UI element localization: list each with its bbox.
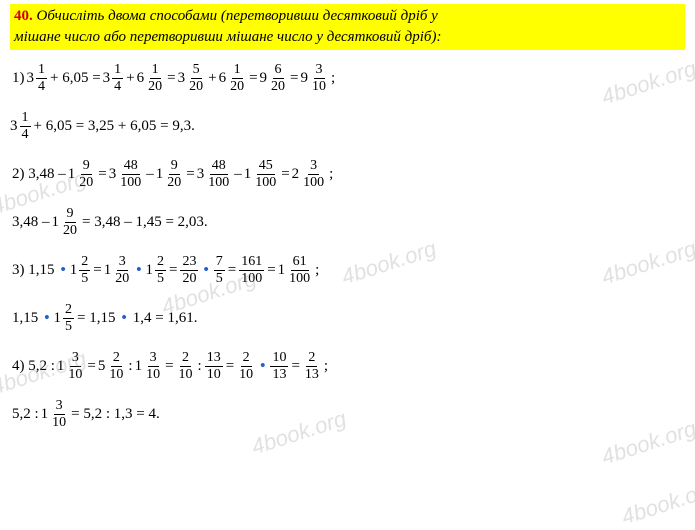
dot-icon: • xyxy=(132,263,145,278)
mixed: 1310 xyxy=(41,399,70,430)
mixed: 6120 xyxy=(137,63,166,94)
end: ; xyxy=(322,359,330,374)
fraction: 213 xyxy=(303,351,321,382)
dot-icon: • xyxy=(57,263,70,278)
exercise-header: 40. Обчисліть двома способами (перетвори… xyxy=(10,4,685,50)
rest: = 3,48 – 1,45 = 2,03. xyxy=(80,215,210,230)
prefix: 4) 5,2 : xyxy=(10,359,57,374)
prefix: 3,48 – xyxy=(10,215,52,230)
math-line-3: 2) 3,48 – 1920 = 348100 – 1920 = 348100 … xyxy=(10,152,685,196)
op: = xyxy=(96,167,108,182)
watermark: 4book.org xyxy=(618,476,695,530)
math-line-4: 3,48 – 1920 = 3,48 – 1,45 = 2,03. xyxy=(10,200,685,244)
prefix: 1,15 xyxy=(10,311,40,326)
math-line-6: 1,15 • 125 = 1,15 • 1,4 = 1,61. xyxy=(10,296,685,340)
op: = xyxy=(288,71,300,86)
mixed: 1310 xyxy=(57,351,86,382)
fraction: 210 xyxy=(177,351,195,382)
end: ; xyxy=(313,263,321,278)
op: = xyxy=(226,263,238,278)
end: ; xyxy=(327,167,335,182)
mixed: 1920 xyxy=(156,159,185,190)
prefix: 2) 3,48 – xyxy=(10,167,68,182)
mixed: 125 xyxy=(70,255,92,286)
op: = xyxy=(91,263,103,278)
mixed: 125 xyxy=(54,303,76,334)
mixed: 314 xyxy=(27,63,49,94)
fraction: 2320 xyxy=(180,255,198,286)
dot-icon: • xyxy=(40,311,53,326)
mixed: 348100 xyxy=(197,159,233,190)
rest: = 5,2 : 1,3 = 4. xyxy=(69,407,162,422)
mid: = 1,15 xyxy=(75,311,117,326)
dot-icon: • xyxy=(117,311,130,326)
mixed: 1920 xyxy=(52,207,81,238)
op: = xyxy=(265,263,277,278)
mixed: 145100 xyxy=(244,159,280,190)
op: : xyxy=(126,359,134,374)
mixed: 125 xyxy=(146,255,168,286)
fraction: 1310 xyxy=(205,351,223,382)
op: = xyxy=(224,359,236,374)
mixed: 6120 xyxy=(219,63,248,94)
op: + xyxy=(206,71,218,86)
op: + xyxy=(124,71,136,86)
math-line-1: 1) 314 + 6,05 = 314 + 6120 = 3520 + 6120… xyxy=(10,56,685,100)
end: ; xyxy=(329,71,337,86)
op: – xyxy=(232,167,244,182)
op: = xyxy=(163,359,175,374)
fraction: 210 xyxy=(237,351,255,382)
mixed: 1310 xyxy=(135,351,164,382)
mixed: 161100 xyxy=(278,255,314,286)
op: = xyxy=(247,71,259,86)
prefix: 3) 1,15 xyxy=(10,263,57,278)
op: = xyxy=(184,167,196,182)
mixed: 1920 xyxy=(68,159,97,190)
op: = xyxy=(279,167,291,182)
dot-icon: • xyxy=(256,359,269,374)
fraction: 161100 xyxy=(239,255,264,286)
fraction: 1013 xyxy=(270,351,288,382)
mixed: 5210 xyxy=(98,351,127,382)
prefix: 5,2 : xyxy=(10,407,41,422)
op: = xyxy=(289,359,301,374)
mixed: 23100 xyxy=(292,159,328,190)
mixed: 314 xyxy=(103,63,125,94)
exercise-number: 40. xyxy=(14,8,33,24)
op: : xyxy=(196,359,204,374)
math-line-2: 314 + 6,05 = 3,25 + 6,05 = 9,3. xyxy=(10,104,685,148)
op: + 6,05 = xyxy=(48,71,103,86)
op: = xyxy=(167,263,179,278)
mixed: 9310 xyxy=(301,63,330,94)
prefix: 1) xyxy=(10,71,27,86)
op: = xyxy=(165,71,177,86)
mixed: 314 xyxy=(10,111,32,142)
rest: 1,4 = 1,61. xyxy=(131,311,200,326)
mixed: 3520 xyxy=(178,63,207,94)
mixed: 1320 xyxy=(104,255,133,286)
math-line-5: 3) 1,15 • 125 = 1320 • 125 = 2320 • 75 =… xyxy=(10,248,685,292)
op: – xyxy=(144,167,156,182)
header-text-2: мішане число або перетворивши мішане чис… xyxy=(14,29,441,45)
math-line-7: 4) 5,2 : 1310 = 5210 : 1310 = 210 : 1310… xyxy=(10,344,685,388)
header-text-1: Обчисліть двома способами (перетворивши … xyxy=(37,8,438,24)
op: = xyxy=(85,359,97,374)
dot-icon: • xyxy=(199,263,212,278)
math-line-8: 5,2 : 1310 = 5,2 : 1,3 = 4. xyxy=(10,392,685,436)
rest: + 6,05 = 3,25 + 6,05 = 9,3. xyxy=(32,119,197,134)
fraction: 75 xyxy=(214,255,225,286)
mixed: 9620 xyxy=(260,63,289,94)
mixed: 348100 xyxy=(109,159,145,190)
